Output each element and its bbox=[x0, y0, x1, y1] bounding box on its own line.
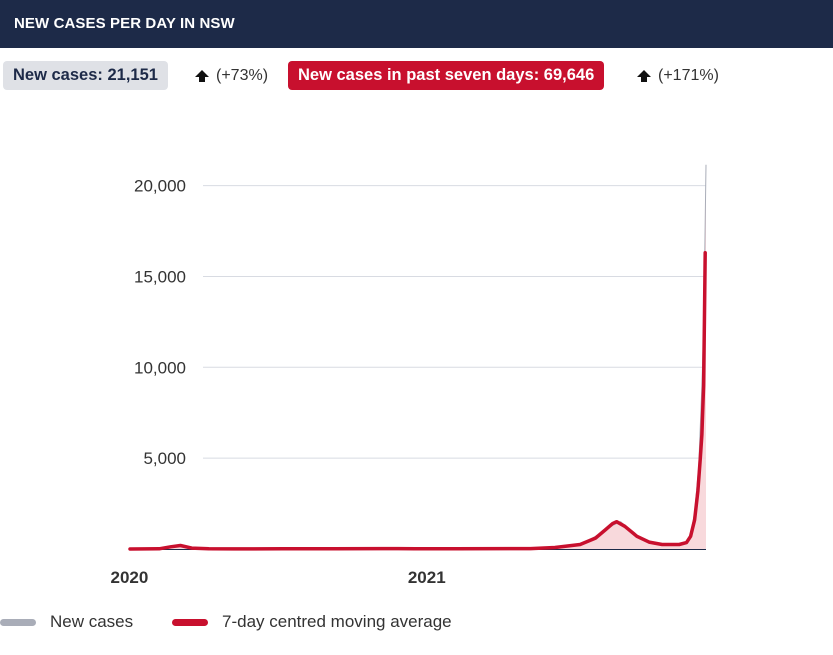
moving-average-line bbox=[128, 251, 707, 551]
y-tick-label: 20,000 bbox=[134, 177, 186, 196]
x-tick-label: 2021 bbox=[408, 568, 446, 587]
new-cases-line bbox=[129, 164, 707, 550]
week-cases-badge: New cases in past seven days: 69,646 bbox=[288, 61, 605, 90]
new-cases-badge: New cases: 21,151 bbox=[3, 61, 168, 90]
new-cases-change: (+73%) bbox=[194, 66, 268, 86]
new-cases-area bbox=[130, 164, 706, 549]
legend-item-new-cases: New cases bbox=[0, 608, 133, 636]
chart-legend: New cases 7-day centred moving average bbox=[0, 608, 833, 638]
y-tick-label: 5,000 bbox=[143, 449, 186, 468]
legend-swatch-new-cases bbox=[0, 619, 36, 627]
legend-item-moving-average: 7-day centred moving average bbox=[172, 608, 452, 636]
legend-label-new-cases: New cases bbox=[50, 612, 134, 631]
x-tick-label: 2020 bbox=[111, 568, 149, 587]
y-tick-label: 15,000 bbox=[134, 267, 186, 286]
arrow-up-icon bbox=[637, 69, 651, 82]
legend-swatch-moving-average bbox=[172, 619, 208, 627]
week-cases-change: (+171%) bbox=[636, 66, 719, 86]
arrow-up-icon bbox=[195, 69, 209, 82]
chart-title: NEW CASES PER DAY IN NSW bbox=[14, 15, 235, 32]
new-cases-change-text: (+73%) bbox=[216, 67, 269, 84]
cases-line-chart: 5,000 10,000 15,000 20,000 2020 2021 bbox=[111, 164, 707, 587]
week-cases-change-text: (+171%) bbox=[658, 67, 719, 84]
y-tick-label: 10,000 bbox=[134, 358, 186, 377]
chart-header: NEW CASES PER DAY IN NSW bbox=[0, 0, 833, 48]
legend-label-moving-average: 7-day centred moving average bbox=[222, 612, 452, 631]
stats-bar: New cases: 21,151 (+73%) New cases in pa… bbox=[0, 60, 833, 92]
